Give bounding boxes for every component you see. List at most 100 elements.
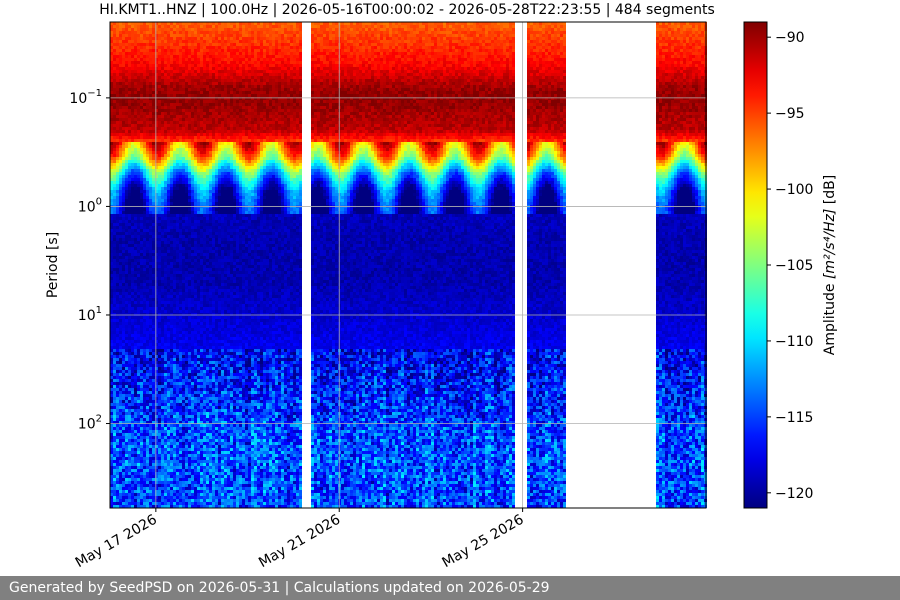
heatmap-cell <box>158 304 161 307</box>
heatmap-cell <box>191 196 194 199</box>
heatmap-cell <box>116 76 119 79</box>
heatmap-cell <box>140 433 143 436</box>
heatmap-cell <box>140 343 143 346</box>
heatmap-cell <box>158 424 161 427</box>
heatmap-cell <box>197 223 200 226</box>
heatmap-cell <box>113 487 116 490</box>
heatmap-cell <box>158 226 161 229</box>
heatmap-cell <box>164 316 167 319</box>
heatmap-cell <box>185 448 188 451</box>
heatmap-cell <box>128 496 131 499</box>
heatmap-cell <box>143 61 146 64</box>
heatmap-cell <box>146 361 149 364</box>
heatmap-cell <box>197 463 200 466</box>
heatmap-cell <box>119 325 122 328</box>
heatmap-cell <box>137 238 140 241</box>
heatmap-cell <box>116 97 119 100</box>
heatmap-cell <box>176 85 179 88</box>
heatmap-cell <box>143 199 146 202</box>
heatmap-cell <box>125 193 128 196</box>
heatmap-cell <box>116 127 119 130</box>
heatmap-cell <box>137 85 140 88</box>
heatmap-cell <box>137 100 140 103</box>
heatmap-cell <box>191 40 194 43</box>
heatmap-cell <box>140 289 143 292</box>
heatmap-cell <box>140 445 143 448</box>
heatmap-cell <box>131 289 134 292</box>
heatmap-cell <box>116 490 119 493</box>
heatmap-cell <box>158 463 161 466</box>
heatmap-cell <box>197 82 200 85</box>
heatmap-cell <box>161 445 164 448</box>
heatmap-cell <box>128 43 131 46</box>
heatmap-cell <box>167 175 170 178</box>
heatmap-cell <box>131 502 134 505</box>
heatmap-cell <box>200 154 203 157</box>
heatmap-cell <box>179 52 182 55</box>
heatmap-cell <box>188 265 191 268</box>
heatmap-cell <box>194 436 197 439</box>
heatmap-cell <box>128 298 131 301</box>
heatmap-cell <box>161 496 164 499</box>
heatmap-cell <box>149 418 152 421</box>
heatmap-cell <box>194 478 197 481</box>
heatmap-cell <box>170 337 173 340</box>
heatmap-cell <box>152 169 155 172</box>
heatmap-cell <box>140 94 143 97</box>
heatmap-cell <box>122 439 125 442</box>
heatmap-cell <box>194 295 197 298</box>
heatmap-cell <box>182 259 185 262</box>
heatmap-cell <box>188 439 191 442</box>
heatmap-cell <box>113 376 116 379</box>
heatmap-cell <box>113 361 116 364</box>
heatmap-cell <box>185 184 188 187</box>
heatmap-cell <box>197 286 200 289</box>
heatmap-cell <box>113 265 116 268</box>
heatmap-cell <box>182 160 185 163</box>
heatmap-cell <box>161 475 164 478</box>
heatmap-cell <box>149 469 152 472</box>
heatmap-cell <box>179 454 182 457</box>
heatmap-cell <box>128 412 131 415</box>
heatmap-cell <box>194 457 197 460</box>
heatmap-cell <box>140 388 143 391</box>
heatmap-cell <box>173 31 176 34</box>
heatmap-cell <box>173 469 176 472</box>
heatmap-cell <box>191 451 194 454</box>
heatmap-cell <box>128 232 131 235</box>
heatmap-cell <box>161 487 164 490</box>
heatmap-cell <box>128 214 131 217</box>
heatmap-cell <box>194 103 197 106</box>
heatmap-cell <box>179 247 182 250</box>
heatmap-cell <box>182 58 185 61</box>
heatmap-cell <box>185 64 188 67</box>
heatmap-cell <box>149 130 152 133</box>
heatmap-cell <box>125 265 128 268</box>
heatmap-cell <box>176 367 179 370</box>
heatmap-cell <box>200 307 203 310</box>
heatmap-cell <box>119 34 122 37</box>
heatmap-cell <box>197 136 200 139</box>
heatmap-cell <box>188 358 191 361</box>
heatmap-cell <box>146 292 149 295</box>
heatmap-cell <box>185 271 188 274</box>
heatmap-cell <box>131 139 134 142</box>
heatmap-cell <box>164 496 167 499</box>
heatmap-cell <box>152 55 155 58</box>
heatmap-cell <box>185 145 188 148</box>
heatmap-cell <box>140 484 143 487</box>
heatmap-cell <box>194 463 197 466</box>
heatmap-cell <box>182 313 185 316</box>
heatmap-cell <box>170 493 173 496</box>
heatmap-cell <box>170 34 173 37</box>
heatmap-cell <box>176 343 179 346</box>
heatmap-cell <box>164 88 167 91</box>
heatmap-cell <box>113 373 116 376</box>
heatmap-cell <box>161 418 164 421</box>
heatmap-cell <box>143 277 146 280</box>
heatmap-cell <box>113 154 116 157</box>
heatmap-cell <box>200 253 203 256</box>
heatmap-cell <box>131 40 134 43</box>
heatmap-cell <box>131 307 134 310</box>
heatmap-cell <box>158 172 161 175</box>
